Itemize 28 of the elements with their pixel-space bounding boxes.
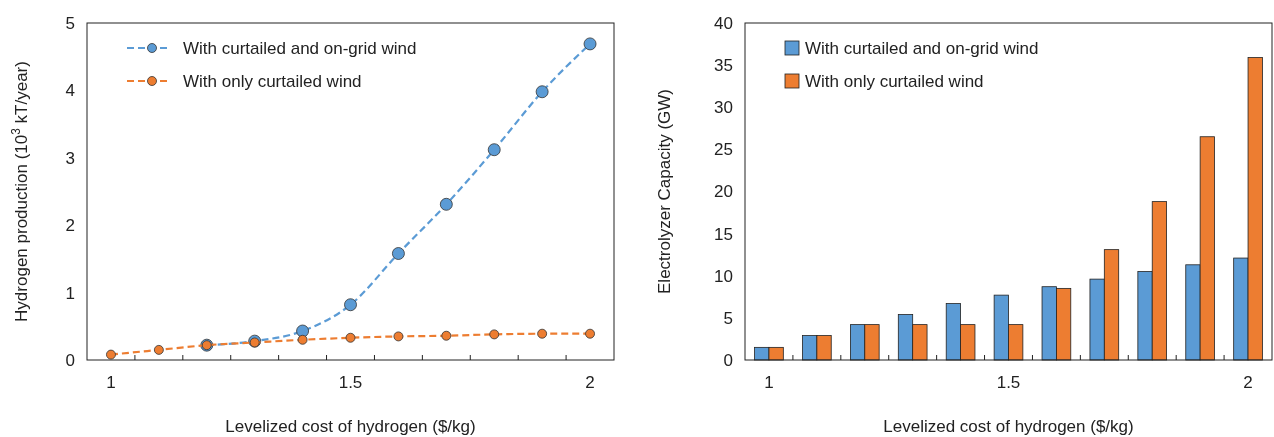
y-tick-label: 20 — [714, 182, 733, 202]
y-tick-label: 40 — [714, 13, 733, 33]
x-tick-label: 2 — [585, 373, 595, 392]
y-tick-label: 4 — [65, 81, 75, 101]
y-tick-label: 30 — [714, 98, 733, 118]
y-tick-label: 0 — [723, 350, 733, 370]
x-tick-label: 1 — [764, 373, 774, 392]
y-tick-label: 15 — [714, 224, 733, 244]
y-tick-label: 35 — [714, 56, 733, 76]
legend-label: With only curtailed wind — [805, 71, 984, 91]
y-tick-label: 2 — [65, 216, 75, 236]
legend-label: With only curtailed wind — [183, 71, 362, 91]
x-axis-title: Levelized cost of hydrogen ($/kg) — [225, 417, 476, 436]
y-axis-title: Electrolyzer Capacity (GW) — [655, 89, 674, 294]
x-tick-label: 1 — [106, 373, 116, 392]
y-tick-label: 5 — [65, 13, 75, 33]
x-tick-label: 1.5 — [338, 373, 363, 392]
legend-label: With curtailed and on-grid wind — [183, 38, 417, 58]
x-tick-label: 1.5 — [996, 373, 1021, 392]
y-tick-label: 0 — [65, 350, 75, 370]
y-tick-label: 1 — [65, 283, 75, 303]
y-tick-label: 5 — [723, 308, 733, 328]
legend-label: With curtailed and on-grid wind — [805, 38, 1039, 58]
y-tick-label: 10 — [714, 266, 733, 286]
x-axis-title: Levelized cost of hydrogen ($/kg) — [883, 417, 1134, 436]
y-tick-label: 3 — [65, 148, 75, 168]
y-tick-label: 25 — [714, 140, 733, 160]
x-tick-label: 2 — [1243, 373, 1253, 392]
